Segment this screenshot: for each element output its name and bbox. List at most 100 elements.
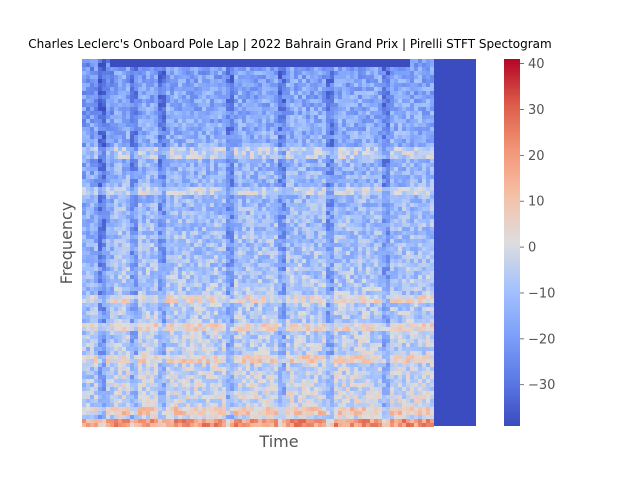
spectrogram-cell [114,159,118,163]
spectrogram-cell [94,139,98,143]
spectrogram-cell [210,275,214,279]
spectrogram-cell [202,203,206,207]
spectrogram-cell [282,75,286,79]
spectrogram-cell [274,403,278,407]
spectrogram-cell [222,167,226,171]
spectrogram-cell [270,299,274,303]
spectrogram-cell [274,223,278,227]
spectrogram-cell [86,123,90,127]
spectrogram-cell [258,99,262,103]
spectrogram-cell [106,303,110,307]
spectrogram-cell [238,335,242,339]
spectrogram-cell [110,71,114,75]
spectrogram-cell [186,315,190,319]
spectrogram-cell [294,103,298,107]
spectrogram-cell [190,351,194,355]
spectrogram-cell [126,415,130,419]
spectrogram-cell [98,143,102,147]
spectrogram-cell [162,175,166,179]
spectrogram-cell [246,235,250,239]
spectrogram-cell [98,215,102,219]
spectrogram-cell [234,371,238,375]
spectrogram-cell [282,319,286,323]
spectrogram-cell [242,403,246,407]
spectrogram-cell [146,115,150,119]
spectrogram-cell [102,83,106,87]
spectrogram-cell [286,155,290,159]
spectrogram-cell [254,235,258,239]
spectrogram-cell [262,187,266,191]
spectrogram-cell [126,251,130,255]
spectrogram-cell [134,315,138,319]
spectrogram-cell [166,339,170,343]
spectrogram-cell [218,267,222,271]
spectrogram-cell [178,319,182,323]
spectrogram-cell [290,307,294,311]
spectrogram-cell [202,75,206,79]
spectrogram-cell [142,311,146,315]
spectrogram-cell [186,139,190,143]
spectrogram-cell [218,119,222,123]
spectrogram-cell [262,231,266,235]
spectrogram-cell [210,187,214,191]
spectrogram-cell [194,303,198,307]
spectrogram-cell [138,211,142,215]
spectrogram-cell [194,323,198,327]
spectrogram-cell [258,71,262,75]
spectrogram-cell [198,243,202,247]
spectrogram-cell [118,355,122,359]
spectrogram-cell [254,363,258,367]
spectrogram-cell [198,403,202,407]
spectrogram-cell [218,175,222,179]
spectrogram-cell [246,243,250,247]
spectrogram-cell [166,371,170,375]
spectrogram-cell [118,315,122,319]
spectrogram-cell [198,87,202,91]
spectrogram-cell [290,239,294,243]
spectrogram-cell [282,391,286,395]
spectrogram-cell [282,355,286,359]
spectrogram-cell [98,279,102,283]
spectrogram-cell [254,123,258,127]
spectrogram-cell [230,319,234,323]
spectrogram-cell [262,367,266,371]
spectrogram-cell [286,287,290,291]
spectrogram-cell [110,407,114,411]
spectrogram-cell [210,255,214,259]
spectrogram-cell [218,335,222,339]
spectrogram-cell [154,371,158,375]
spectrogram-cell [290,351,294,355]
spectrogram-cell [230,411,234,415]
spectrogram-cell [230,251,234,255]
spectrogram-cell [254,87,258,91]
spectrogram-cell [142,255,146,259]
spectrogram-cell [250,191,254,195]
spectrogram-cell [230,235,234,239]
spectrogram-cell [198,175,202,179]
spectrogram-cell [94,187,98,191]
spectrogram-cell [110,379,114,383]
spectrogram-cell [142,251,146,255]
spectrogram-cell [206,291,210,295]
spectrogram-cell [118,183,122,187]
spectrogram-cell [190,179,194,183]
spectrogram-cell [118,231,122,235]
spectrogram-cell [86,331,90,335]
spectrogram-cell [250,275,254,279]
spectrogram-cell [234,299,238,303]
spectrogram-cell [278,303,282,307]
spectrogram-cell [166,183,170,187]
spectrogram-cell [138,327,142,331]
spectrogram-cell [150,299,154,303]
spectrogram-cell [270,295,274,299]
spectrogram-cell [278,119,282,123]
spectrogram-cell [162,87,166,91]
spectrogram-cell [142,335,146,339]
spectrogram-cell [122,71,126,75]
spectrogram-cell [214,139,218,143]
spectrogram-cell [150,367,154,371]
spectrogram-cell [278,215,282,219]
spectrogram-cell [290,91,294,95]
spectrogram-cell [242,299,246,303]
spectrogram-cell [158,247,162,251]
